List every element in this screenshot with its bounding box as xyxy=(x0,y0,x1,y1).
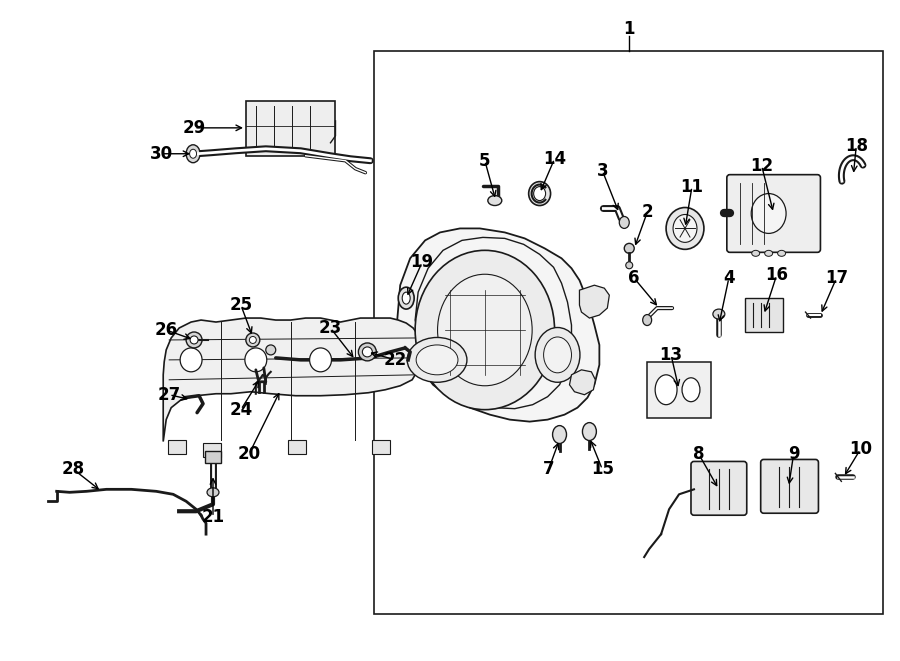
Text: 26: 26 xyxy=(155,321,178,339)
Ellipse shape xyxy=(207,488,219,497)
Text: 14: 14 xyxy=(543,150,566,168)
Bar xyxy=(373,440,391,455)
Ellipse shape xyxy=(246,333,260,347)
Ellipse shape xyxy=(437,274,532,386)
Text: 7: 7 xyxy=(543,461,554,479)
Text: 24: 24 xyxy=(230,401,253,418)
Ellipse shape xyxy=(266,345,275,355)
Text: 4: 4 xyxy=(723,269,734,288)
FancyBboxPatch shape xyxy=(691,461,747,515)
Ellipse shape xyxy=(363,347,373,357)
Text: 21: 21 xyxy=(202,508,225,526)
Ellipse shape xyxy=(626,262,633,269)
FancyBboxPatch shape xyxy=(745,298,783,332)
Text: 11: 11 xyxy=(680,178,704,196)
Text: 23: 23 xyxy=(319,319,342,337)
Bar xyxy=(168,440,186,455)
Ellipse shape xyxy=(666,208,704,249)
Polygon shape xyxy=(580,285,609,318)
Ellipse shape xyxy=(249,336,256,344)
Text: 1: 1 xyxy=(624,20,635,38)
Ellipse shape xyxy=(416,345,458,375)
Ellipse shape xyxy=(713,309,725,319)
Bar xyxy=(246,101,336,156)
Ellipse shape xyxy=(415,251,554,410)
Ellipse shape xyxy=(180,348,202,372)
Ellipse shape xyxy=(752,251,760,256)
Ellipse shape xyxy=(488,196,502,206)
Polygon shape xyxy=(163,318,420,442)
Ellipse shape xyxy=(619,217,629,229)
Text: 5: 5 xyxy=(479,152,490,170)
Ellipse shape xyxy=(582,422,597,440)
Ellipse shape xyxy=(186,332,202,348)
Ellipse shape xyxy=(553,426,566,444)
Ellipse shape xyxy=(643,315,652,325)
Ellipse shape xyxy=(407,338,467,382)
FancyBboxPatch shape xyxy=(727,175,821,253)
Ellipse shape xyxy=(245,348,266,372)
Text: 18: 18 xyxy=(845,137,868,155)
FancyBboxPatch shape xyxy=(760,459,818,513)
Bar xyxy=(203,442,221,457)
Text: 22: 22 xyxy=(383,351,407,369)
Ellipse shape xyxy=(528,182,551,206)
Text: 2: 2 xyxy=(642,204,653,221)
Text: 25: 25 xyxy=(230,296,252,314)
Ellipse shape xyxy=(655,375,677,405)
Text: 3: 3 xyxy=(597,162,608,180)
Bar xyxy=(205,451,221,463)
Polygon shape xyxy=(570,370,596,395)
Bar xyxy=(647,362,711,418)
Ellipse shape xyxy=(310,348,331,372)
Ellipse shape xyxy=(625,243,634,253)
Text: 20: 20 xyxy=(238,446,260,463)
Ellipse shape xyxy=(358,343,376,361)
Ellipse shape xyxy=(190,336,198,344)
Ellipse shape xyxy=(534,186,545,200)
Text: 28: 28 xyxy=(62,461,86,479)
Text: 17: 17 xyxy=(824,269,848,288)
Ellipse shape xyxy=(186,145,200,163)
Text: 6: 6 xyxy=(628,269,640,288)
Text: 8: 8 xyxy=(693,446,705,463)
Ellipse shape xyxy=(682,378,700,402)
Text: 13: 13 xyxy=(660,346,682,364)
Ellipse shape xyxy=(765,251,772,256)
Ellipse shape xyxy=(402,292,410,304)
Text: 12: 12 xyxy=(750,157,773,175)
Bar xyxy=(288,440,306,455)
Text: 30: 30 xyxy=(149,145,173,163)
Ellipse shape xyxy=(778,251,786,256)
Polygon shape xyxy=(397,229,599,422)
Ellipse shape xyxy=(544,337,572,373)
Text: 9: 9 xyxy=(788,446,799,463)
Ellipse shape xyxy=(398,287,414,309)
Ellipse shape xyxy=(190,149,196,158)
Ellipse shape xyxy=(673,214,697,243)
Ellipse shape xyxy=(536,327,580,382)
Text: 29: 29 xyxy=(183,119,206,137)
Text: 27: 27 xyxy=(158,386,181,404)
Text: 19: 19 xyxy=(410,253,434,271)
Text: 10: 10 xyxy=(849,440,872,459)
Ellipse shape xyxy=(752,194,786,233)
Bar xyxy=(374,51,883,614)
Text: 16: 16 xyxy=(765,266,788,284)
Text: 15: 15 xyxy=(591,461,614,479)
